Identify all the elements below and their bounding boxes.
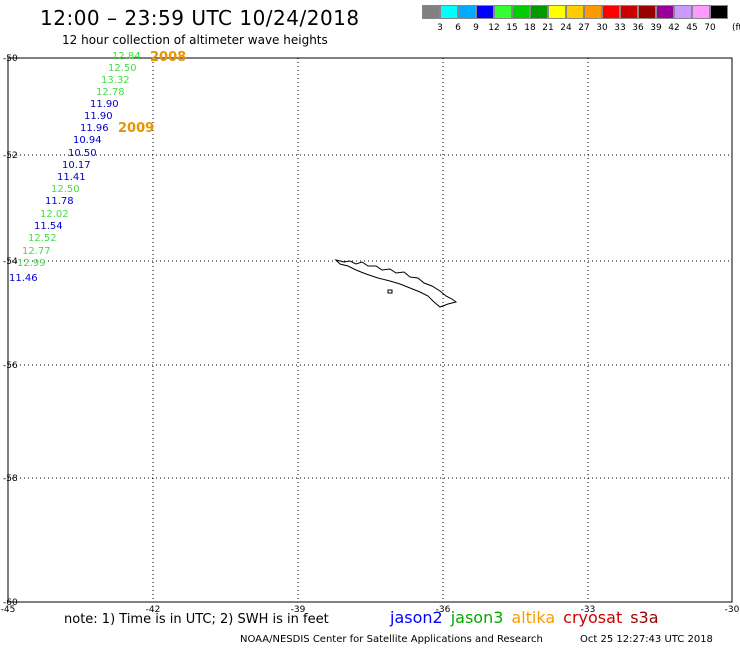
color-scale-label: 3 (437, 23, 443, 33)
latitude-label: -56 (3, 361, 18, 371)
wave-height-reading: 12.50 (51, 184, 80, 195)
footer-timestamp: Oct 25 12:27:43 UTC 2018 (580, 634, 713, 645)
year-label-2008: 2008 (150, 50, 186, 65)
legend-item-s3a: s3a (630, 608, 659, 627)
wave-height-reading: 13.32 (101, 75, 130, 86)
wave-height-reading: 12.84 (112, 51, 141, 62)
wave-height-reading: 12.78 (96, 87, 125, 98)
color-swatch (548, 5, 566, 19)
color-swatch (674, 5, 692, 19)
color-swatch (422, 5, 440, 19)
footer-credit: NOAA/NESDIS Center for Satellite Applica… (240, 634, 543, 645)
wave-height-reading: 10.94 (73, 135, 102, 146)
map-frame (7, 57, 733, 603)
wave-height-reading: 11.41 (57, 172, 86, 183)
color-swatch (458, 5, 476, 19)
color-swatch (476, 5, 494, 19)
color-swatch (710, 5, 728, 19)
color-scale-label: 27 (578, 23, 590, 33)
latitude-label: -52 (3, 151, 18, 161)
color-scale-label: 30 (596, 23, 608, 33)
longitude-label: -30 (725, 605, 740, 615)
color-scale-label: 24 (560, 23, 572, 33)
color-swatch (530, 5, 548, 19)
wave-height-reading: 12.50 (108, 63, 137, 74)
footer-note: note: 1) Time is in UTC; 2) SWH is in fe… (64, 612, 329, 627)
color-swatch (656, 5, 674, 19)
color-scale-label: 33 (614, 23, 626, 33)
color-swatch (566, 5, 584, 19)
wave-height-reading: 11.96 (80, 123, 109, 134)
wave-height-reading: 11.90 (84, 111, 113, 122)
south-georgia-island-outline (334, 259, 458, 308)
longitude-label: -42 (146, 605, 161, 615)
latitude-labels: -50 -52 -54 -56 -58 -60 (3, 54, 18, 608)
color-scale-label: 12 (488, 23, 500, 33)
longitude-labels: -45 -42 -39 -36 -33 -30 (1, 605, 740, 615)
longitude-label: -45 (1, 605, 16, 615)
wave-height-reading: 11.78 (45, 196, 74, 207)
color-scale-label: 6 (455, 23, 461, 33)
color-scale-unit: (ft) (732, 23, 740, 33)
color-scale-label: 45 (686, 23, 698, 33)
altimeter-readings: 12.8412.5013.3212.7811.9011.9011.9610.94… (9, 51, 141, 284)
color-scale-label: 36 (632, 23, 644, 33)
year-label-2009: 2009 (118, 121, 154, 136)
longitude-label: -36 (436, 605, 451, 615)
latitude-label: -54 (3, 257, 18, 267)
color-swatch (620, 5, 638, 19)
color-swatch (512, 5, 530, 19)
chart-subtitle: 12 hour collection of altimeter wave hei… (62, 33, 328, 47)
wave-height-reading: 10.17 (62, 160, 91, 171)
chart-title: 12:00 – 23:59 UTC 10/24/2018 (40, 6, 360, 30)
longitude-label: -39 (291, 605, 306, 615)
legend-item-cryosat: cryosat (563, 608, 623, 627)
map-graticule (8, 58, 732, 602)
color-swatch (584, 5, 602, 19)
wave-height-reading: 12.52 (28, 233, 57, 244)
latitude-label: -50 (3, 54, 18, 64)
color-swatch (440, 5, 458, 19)
satellite-legend: jason2 jason3 altika cryosat s3a (390, 608, 667, 627)
color-scale-label: 39 (650, 23, 662, 33)
color-swatch (602, 5, 620, 19)
latitude-label: -58 (3, 474, 18, 484)
wave-height-reading: 12.77 (22, 246, 51, 257)
color-scale-label: 9 (473, 23, 479, 33)
color-scale-label: 70 (704, 23, 716, 33)
wave-height-reading: 12.02 (40, 209, 69, 220)
color-scale-label: 21 (542, 23, 554, 33)
color-scale-label: 15 (506, 23, 518, 33)
color-scale-label: 18 (524, 23, 536, 33)
wave-height-reading: 11.90 (90, 99, 119, 110)
color-swatch (494, 5, 512, 19)
legend-item-altika: altika (511, 608, 556, 627)
wave-height-reading: 11.46 (9, 273, 38, 284)
color-swatch (638, 5, 656, 19)
wave-height-reading: 12.99 (17, 258, 46, 269)
wave-height-reading: 11.54 (34, 221, 63, 232)
legend-item-jason2: jason2 (390, 608, 443, 627)
latitude-label: -60 (3, 598, 18, 608)
wave-height-reading: 10.50 (68, 148, 97, 159)
color-swatch (692, 5, 710, 19)
color-scale-label: 42 (668, 23, 680, 33)
longitude-label: -33 (581, 605, 596, 615)
legend-item-jason3: jason3 (450, 608, 504, 627)
